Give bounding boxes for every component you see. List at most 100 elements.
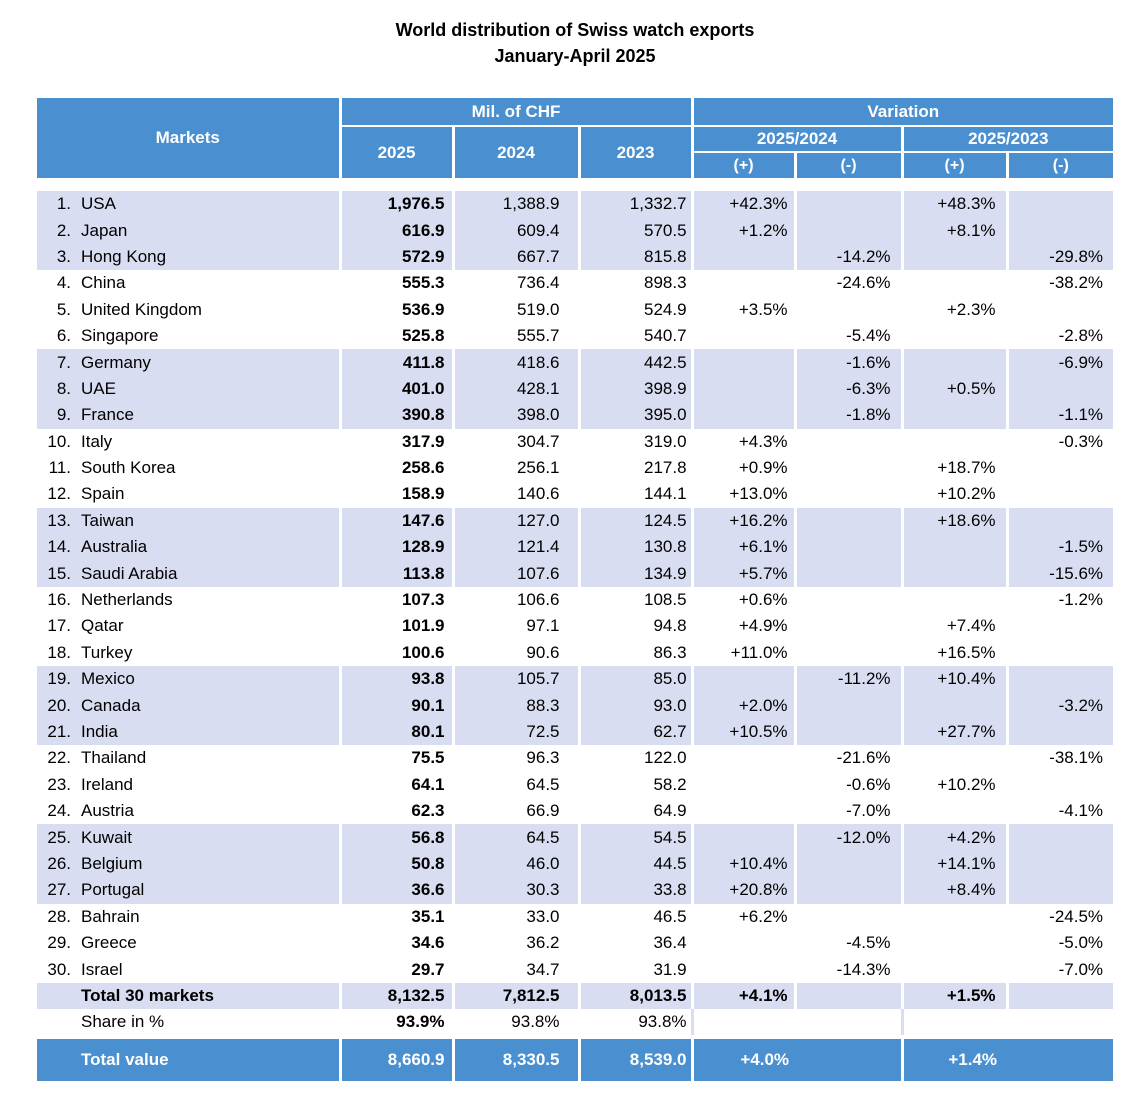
- var-2023-plus: [900, 243, 1008, 271]
- var-2023-plus: +14.1%: [900, 850, 1008, 878]
- value-2024: 30.3: [451, 877, 579, 904]
- value-2025: 34.6: [338, 929, 453, 957]
- value-2024: 46.0: [451, 850, 579, 878]
- var-2023-plus: [900, 534, 1008, 561]
- var-2023-minus: [1005, 771, 1114, 798]
- market-cell: 11. South Korea: [37, 455, 340, 481]
- var-2023-minus: -38.2%: [1005, 270, 1114, 297]
- var-2023-minus: -2.8%: [1005, 322, 1114, 350]
- header-minus-1: (-): [793, 152, 903, 178]
- var-2023-minus: -24.5%: [1005, 903, 1114, 930]
- var-2023-plus: +16.5%: [900, 639, 1008, 667]
- rank-number: 24.: [47, 801, 71, 821]
- value-2024: 105.7: [451, 666, 579, 693]
- var-2023-plus: [900, 270, 1008, 297]
- value-2024: 256.1: [451, 454, 579, 482]
- var-2023-plus: [900, 349, 1008, 376]
- var-2023-minus: -1.5%: [1005, 534, 1114, 561]
- rank-number: 21.: [47, 722, 71, 741]
- market-name: Hong Kong: [81, 246, 167, 266]
- rank-number: 29.: [47, 933, 71, 953]
- market-name: Austria: [81, 801, 134, 821]
- value-2025: 113.8: [338, 560, 453, 587]
- var-2023-plus: +8.4%: [900, 877, 1008, 904]
- var-2023-plus: +18.6%: [900, 507, 1008, 535]
- var-2023-minus: [1005, 718, 1114, 746]
- value-2023: 94.8: [577, 613, 693, 640]
- market-name: Saudi Arabia: [81, 563, 178, 583]
- var-2023-plus: +2.3%: [900, 296, 1008, 323]
- table-row: 19. Mexico 93.8 105.7 85.0 -11.2% +10.4%: [37, 666, 1114, 693]
- value-2025: 158.9: [338, 481, 453, 508]
- market-cell: 5. United Kingdom: [37, 297, 340, 323]
- var-2023-minus: [1005, 824, 1114, 851]
- market-cell: 7. Germany: [37, 349, 340, 376]
- var-2024-plus: [690, 929, 796, 957]
- value-2023: 58.2: [577, 771, 693, 798]
- var-2024-plus: +11.0%: [690, 639, 796, 667]
- value-2023: 46.5: [577, 903, 693, 930]
- table-row: 27. Portugal 36.6 30.3 33.8 +20.8% +8.4%: [37, 877, 1114, 904]
- value-2024: 107.6: [451, 560, 579, 587]
- total-value-var1-minus: [795, 1038, 903, 1081]
- market-cell: 30. Israel: [37, 956, 340, 982]
- header-minus-2: (-): [1005, 152, 1114, 178]
- value-2024: 36.2: [451, 929, 579, 957]
- header-markets: Markets: [155, 128, 220, 147]
- var-2024-plus: +20.8%: [690, 877, 796, 904]
- rank-number: 3.: [56, 246, 71, 266]
- market-cell: 28. Bahrain: [37, 904, 340, 930]
- market-name: Belgium: [81, 853, 143, 873]
- value-2024: 1,388.9: [451, 191, 579, 218]
- value-2025: 258.6: [338, 454, 453, 482]
- rank-number: 27.: [47, 880, 71, 900]
- market-name: Canada: [81, 695, 141, 715]
- rank-number: 28.: [47, 906, 71, 926]
- market-cell: 17. Qatar: [37, 613, 340, 639]
- table-row: 28. Bahrain 35.1 33.0 46.5 +6.2% -24.5%: [37, 903, 1114, 930]
- rank-number: 2.: [56, 220, 71, 240]
- market-cell: 18. Turkey: [37, 640, 340, 666]
- var-2024-plus: [690, 956, 796, 983]
- market-cell: 21. India: [37, 718, 340, 746]
- rank-number: 23.: [47, 774, 71, 794]
- value-2024: 33.0: [451, 903, 579, 930]
- total-value-var2-plus: +1.4%: [900, 1038, 1008, 1081]
- value-2023: 898.3: [577, 270, 693, 297]
- market-name: India: [81, 722, 118, 741]
- rank-number: 20.: [47, 695, 71, 715]
- rank-number: 18.: [47, 642, 71, 662]
- value-2025: 107.3: [338, 586, 453, 614]
- var-2023-plus: [900, 428, 1008, 455]
- value-2023: 31.9: [577, 956, 693, 983]
- var-2023-minus: [1005, 191, 1114, 218]
- rank-number: 22.: [47, 748, 71, 768]
- total-value-2025: 8,660.9: [338, 1038, 453, 1081]
- value-2024: 127.0: [451, 507, 579, 535]
- var-2023-plus: +10.4%: [900, 666, 1008, 693]
- value-2024: 121.4: [451, 534, 579, 561]
- var-2023-plus: [900, 560, 1008, 587]
- value-2024: 88.3: [451, 692, 579, 719]
- value-2023: 130.8: [577, 534, 693, 561]
- var-2023-minus: [1005, 454, 1114, 482]
- value-2023: 319.0: [577, 428, 693, 455]
- table-row: 8. UAE 401.0 428.1 398.9 -6.3% +0.5%: [37, 375, 1114, 403]
- share-2025: 93.9%: [338, 1008, 453, 1035]
- value-2025: 536.9: [338, 296, 453, 323]
- var-2024-plus: +0.9%: [690, 454, 796, 482]
- value-2024: 609.4: [451, 217, 579, 244]
- var-2024-plus: +4.3%: [690, 428, 796, 455]
- market-name: China: [81, 273, 126, 293]
- var-2023-plus: [900, 322, 1008, 350]
- value-2024: 428.1: [451, 375, 579, 403]
- var-2024-plus: +2.0%: [690, 692, 796, 719]
- market-cell: 13. Taiwan: [37, 507, 340, 535]
- total-30-row: Total 30 markets 8,132.5 7,812.5 8,013.5 +4.…: [37, 982, 1114, 1009]
- header-2025: 2025: [338, 126, 453, 178]
- var-2024-plus: [690, 824, 796, 851]
- var-2023-plus: [900, 402, 1008, 429]
- table-row: 15. Saudi Arabia 113.8 107.6 134.9 +5.7% -15.6…: [37, 560, 1114, 587]
- market-cell: 16. Netherlands: [37, 587, 340, 613]
- header-2024: 2024: [451, 126, 579, 178]
